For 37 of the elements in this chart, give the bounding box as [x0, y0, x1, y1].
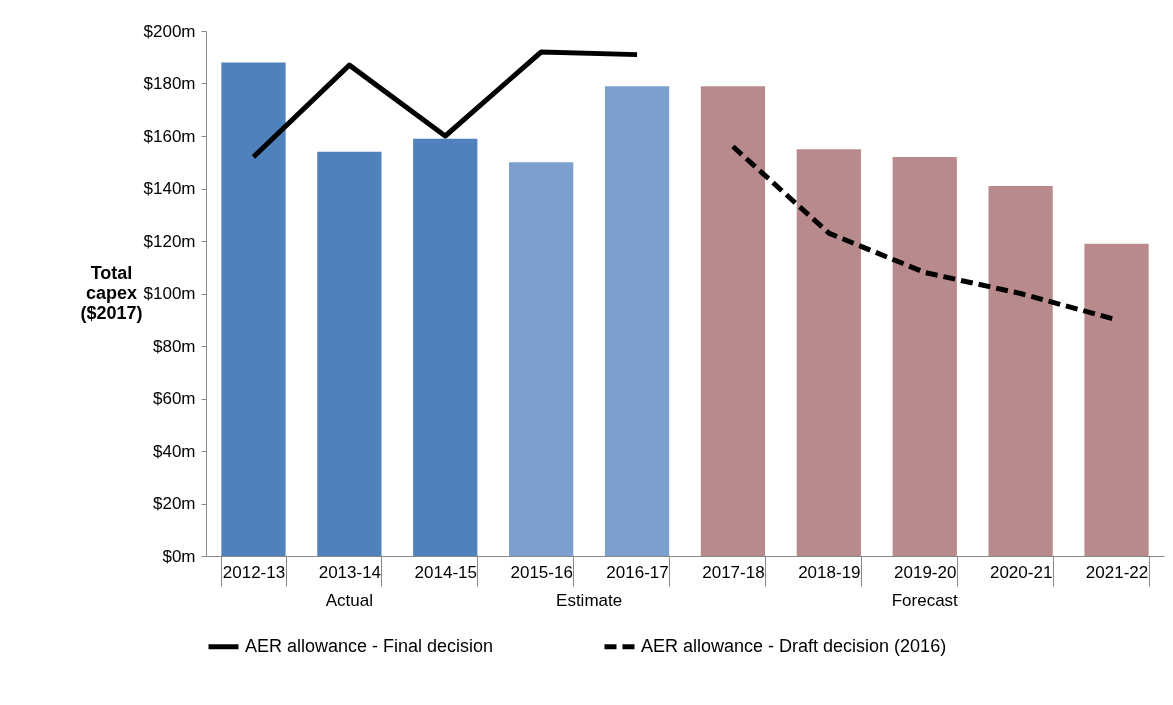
x-tick-label: 2014-15 [414, 562, 477, 582]
bar [509, 162, 574, 556]
x-tick-label: 2012-13 [222, 562, 286, 582]
text: Forecast [891, 591, 959, 610]
bar [604, 86, 670, 556]
y-tick-label: $180m [143, 74, 196, 93]
text: Estimate [556, 591, 623, 610]
y-tick-label: $100m [143, 284, 196, 303]
y-tick-label: $120m [143, 231, 196, 251]
x-tick-label: 2016-17 [606, 562, 669, 582]
legend-label: AER allowance - Draft decision (2016) [641, 635, 947, 656]
bar [413, 138, 478, 556]
text: Actual [325, 591, 373, 610]
y-tick-label: $140m [143, 179, 196, 198]
y-tick-label: $80m [152, 336, 196, 356]
bar [700, 86, 766, 556]
y-axis-title: Total capex ($2017) [80, 263, 143, 323]
x-tick-label: 2013-14 [318, 562, 382, 582]
bar [988, 185, 1053, 556]
x-tick-label: 2015-16 [510, 562, 573, 582]
bar [317, 151, 382, 556]
x-tick-label: 2021-22 [1085, 562, 1149, 582]
bar [892, 157, 957, 556]
bar [1084, 243, 1149, 556]
x-tick-label: 2017-18 [702, 562, 765, 582]
y-tick-label: $0m [162, 546, 196, 566]
y-tick-label: $160m [143, 126, 196, 146]
x-tick-label: 2018-19 [798, 562, 861, 582]
bar [796, 149, 861, 556]
x-tick-label: 2019-20 [894, 562, 957, 582]
legend-label: AER allowance - Final decision [245, 635, 494, 656]
y-tick-label: $20m [152, 494, 196, 513]
y-tick-label: $40m [152, 441, 196, 461]
x-tick-label: 2020-21 [989, 562, 1053, 582]
bar [221, 62, 286, 556]
y-tick-label: $200m [143, 21, 196, 41]
y-tick-label: $60m [152, 389, 196, 408]
